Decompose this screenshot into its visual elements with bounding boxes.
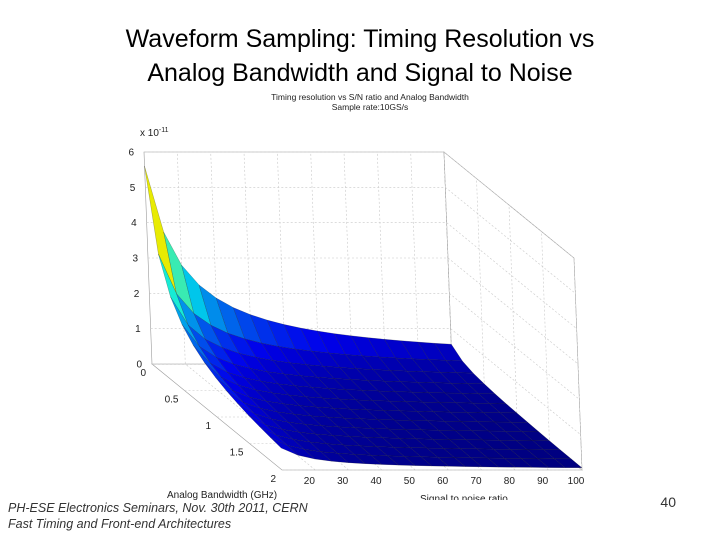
y-gridline: [282, 257, 583, 471]
surface-mesh: [144, 166, 583, 468]
x-tick-label: 100: [568, 476, 585, 487]
x-tick-label: 80: [504, 476, 516, 487]
slide-title-line-1: Waveform Sampling: Timing Resolution vs: [125, 25, 595, 53]
z-tick-label: 1: [135, 324, 141, 335]
footer-line-2: Fast Timing and Front-end Architectures: [8, 517, 232, 531]
x-gridline: [377, 151, 516, 471]
footer-line-1: PH-ESE Electronics Seminars, Nov. 30th 2…: [8, 501, 308, 515]
plot-title-line-1: Timing resolution vs S/N ratio and Analo…: [271, 92, 469, 102]
x-tick-label: 70: [470, 476, 482, 487]
x-tick-label: 90: [537, 476, 549, 487]
y-axis-label: Analog Bandwidth (GHz): [167, 490, 277, 500]
y-tick-label: 1.5: [230, 448, 244, 459]
z-tick-label: 0: [136, 360, 142, 371]
slide-title-line-2: Analog Bandwidth and Signal to Noise: [147, 59, 573, 87]
x-gridline: [410, 151, 549, 471]
page-number: 40: [660, 494, 676, 510]
plot-title-line-2: Sample rate:10GS/s: [331, 102, 409, 112]
footer: PH-ESE Electronics Seminars, Nov. 30th 2…: [8, 500, 308, 532]
z-tick-label: 3: [132, 254, 138, 265]
axis-labels: x 10-11x 109Analog Bandwidth (GHz)Signal…: [140, 127, 508, 500]
z-tick-label: 4: [131, 218, 137, 229]
y-tick-label: 2: [270, 474, 276, 485]
x-gridline: [243, 151, 383, 471]
z-tick-label: 5: [130, 183, 136, 194]
x-gridline: [177, 151, 316, 471]
x-gridline: [343, 151, 483, 471]
x-gridline: [277, 151, 416, 471]
axis-grid: [144, 151, 583, 471]
y-tick-label: 0.5: [165, 395, 179, 406]
x-tick-label: 30: [337, 476, 349, 487]
z-multiplier: x 10-11: [140, 127, 169, 139]
x-gridline: [210, 151, 349, 471]
surface-patch: [553, 458, 583, 468]
x-tick-label: 50: [404, 476, 416, 487]
plot-title: Timing resolution vs S/N ratio and Analo…: [250, 92, 490, 112]
x-gridline: [310, 151, 449, 471]
z-tick-label: 2: [134, 289, 140, 300]
y-tick-label: 0: [140, 368, 146, 379]
x-tick-label: 20: [304, 476, 316, 487]
x-tick-label: 60: [437, 476, 449, 487]
x-axis-label: Signal to noise ratio: [420, 494, 508, 500]
z-gridline: [149, 292, 580, 400]
y-tick-label: 1: [205, 421, 211, 432]
z-tick-label: 6: [128, 148, 134, 159]
slide-title: Waveform Sampling: Timing Resolution vs …: [60, 22, 660, 90]
x-tick-label: 40: [370, 476, 382, 487]
